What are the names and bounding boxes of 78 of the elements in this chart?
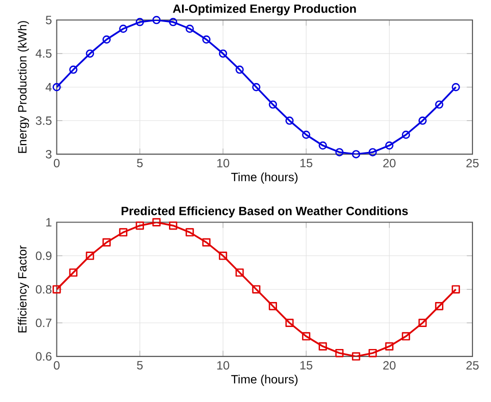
point	[102, 238, 111, 247]
point	[218, 50, 228, 58]
y-tick-label: 0.8	[36, 285, 52, 294]
point	[318, 342, 327, 351]
point	[52, 285, 61, 294]
point	[52, 83, 61, 92]
y-tick-label: 5	[46, 16, 52, 24]
y-tick-label: 0.9	[36, 252, 52, 260]
x-tick-label: 0	[54, 361, 60, 370]
x-axis-title: Time (hours)	[231, 374, 298, 386]
y-tick-label: 4.5	[36, 50, 52, 58]
point	[236, 66, 244, 74]
y-axis-title: Energy Production (kWh)	[18, 21, 29, 154]
x-tick-label: 10	[217, 159, 230, 168]
point	[285, 116, 294, 125]
x-tick-label: 0	[54, 159, 60, 168]
point	[335, 148, 344, 156]
point	[136, 222, 144, 230]
chart-title: Predicted Efficiency Based on Weather Conditions	[122, 206, 408, 218]
point	[352, 150, 360, 158]
x-tick-label: 20	[383, 361, 396, 370]
point	[168, 18, 178, 26]
point	[268, 100, 278, 109]
point	[418, 116, 427, 125]
x-tick-label: 25	[466, 361, 479, 370]
y-tick-label: 1	[46, 218, 52, 226]
x-tick-label: 25	[466, 159, 479, 168]
x-tick-label: 5	[137, 159, 143, 168]
x-tick-label: 15	[300, 361, 312, 370]
y-tick-label: 4	[46, 83, 52, 92]
point	[302, 332, 310, 341]
chart-title: AI-Optimized Energy Production	[172, 4, 356, 16]
point	[119, 228, 128, 237]
point	[236, 268, 244, 277]
point	[368, 148, 377, 156]
point	[152, 16, 161, 24]
point	[352, 352, 360, 361]
point	[452, 83, 460, 92]
point	[218, 252, 228, 260]
point	[435, 100, 444, 109]
point	[86, 252, 94, 260]
point	[136, 18, 144, 26]
y-tick-label: 3.5	[36, 116, 52, 126]
point	[69, 66, 78, 74]
point	[86, 50, 94, 58]
point	[385, 141, 394, 150]
y-tick-label: 0.6	[36, 352, 52, 361]
point	[452, 285, 460, 294]
point	[402, 332, 410, 341]
point	[418, 318, 427, 328]
point	[186, 228, 194, 237]
point	[285, 318, 294, 328]
point	[252, 285, 260, 294]
point	[102, 35, 111, 44]
point	[335, 349, 344, 358]
y-tick-label: 0.7	[36, 318, 52, 328]
point	[268, 302, 278, 310]
x-tick-label: 15	[300, 159, 312, 168]
point	[368, 349, 377, 358]
point	[302, 130, 310, 139]
point	[119, 24, 128, 33]
x-tick-label: 5	[137, 361, 143, 370]
point	[435, 302, 444, 310]
point	[168, 222, 178, 230]
point	[152, 218, 161, 226]
x-tick-label: 20	[383, 159, 396, 168]
point	[402, 130, 410, 139]
point	[186, 24, 194, 33]
x-axis-title: Time (hours)	[231, 172, 298, 184]
point	[252, 83, 260, 92]
x-tick-label: 10	[217, 361, 230, 370]
point	[318, 141, 327, 150]
point	[202, 238, 210, 247]
y-axis-title: Efficiency Factor	[18, 246, 29, 333]
point	[385, 342, 394, 351]
y-tick-label: 3	[46, 150, 52, 159]
point	[202, 35, 210, 44]
point	[69, 268, 78, 277]
